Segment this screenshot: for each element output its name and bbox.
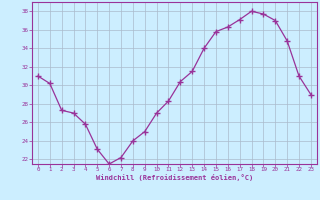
X-axis label: Windchill (Refroidissement éolien,°C): Windchill (Refroidissement éolien,°C) xyxy=(96,174,253,181)
